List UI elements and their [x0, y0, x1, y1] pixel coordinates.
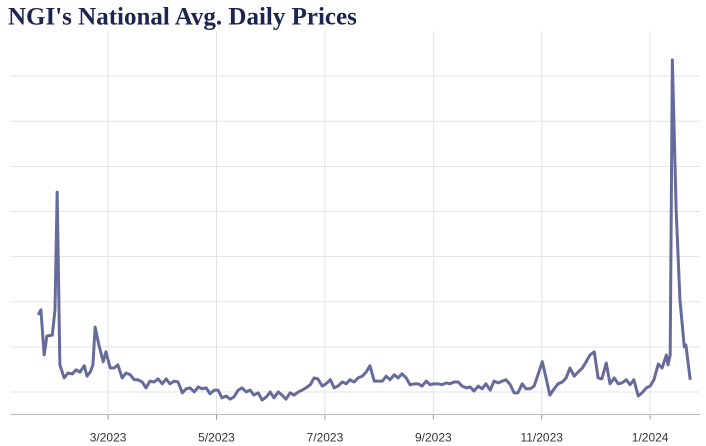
- price-line: [36, 58, 692, 402]
- x-tick-label: 3/2023: [90, 431, 127, 445]
- x-tick-label: 1/2024: [632, 431, 669, 445]
- x-tick-label: 11/2023: [520, 431, 563, 445]
- x-tick-label: 5/2023: [198, 431, 235, 445]
- chart-title: NGI's National Avg. Daily Prices: [8, 4, 357, 31]
- x-tick-label: 7/2023: [307, 431, 344, 445]
- x-tick-label: 9/2023: [415, 431, 452, 445]
